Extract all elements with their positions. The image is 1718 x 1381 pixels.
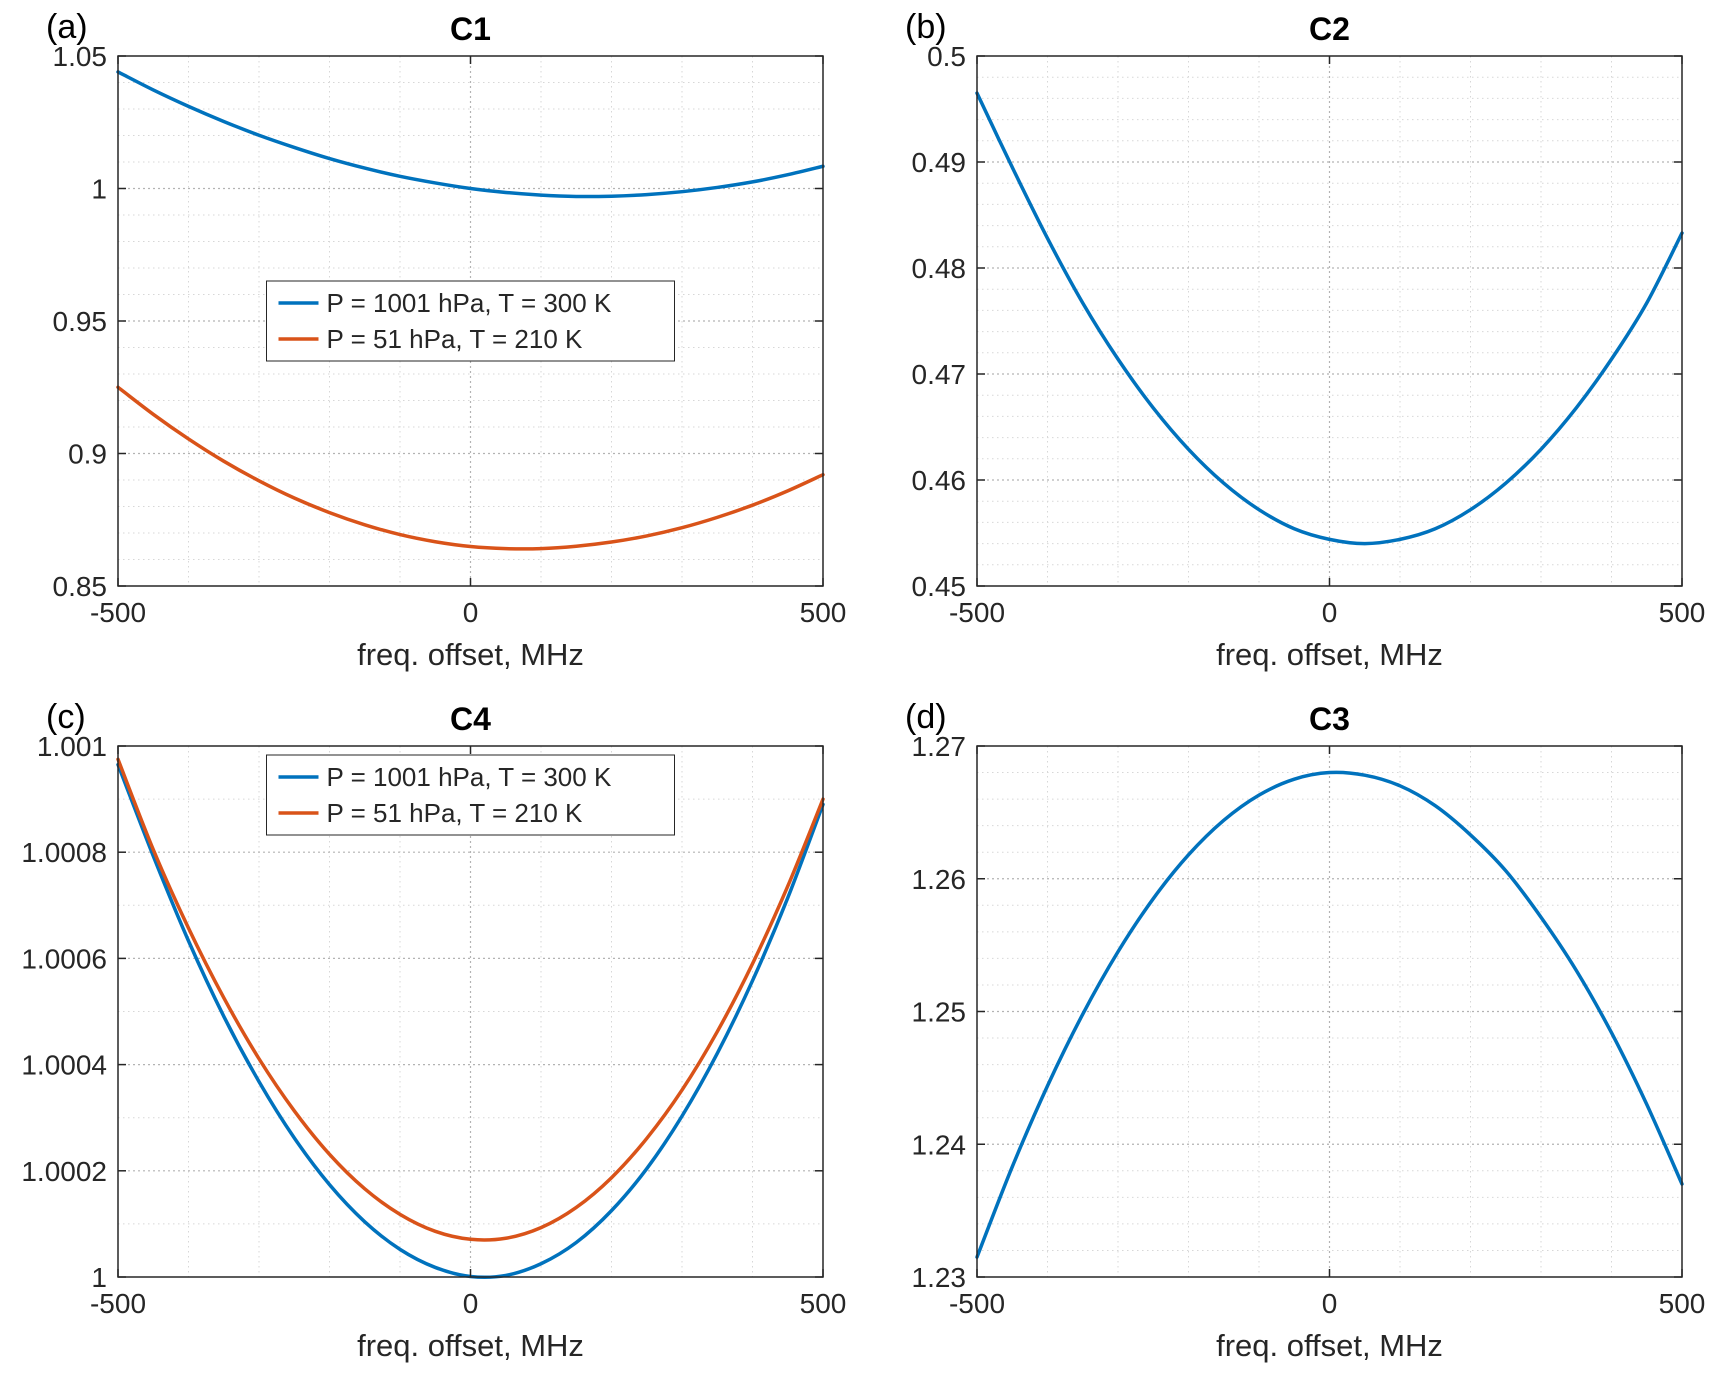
y-tick-label: 1.0004 bbox=[21, 1050, 107, 1081]
series-line bbox=[116, 757, 825, 1242]
chart-title: C4 bbox=[450, 701, 491, 737]
x-tick-label: 500 bbox=[800, 597, 847, 628]
y-tick-label: 1.24 bbox=[912, 1129, 967, 1160]
x-tick-label: 500 bbox=[1659, 1288, 1706, 1319]
series-line bbox=[116, 385, 825, 551]
legend-entry-label: P = 1001 hPa, T = 300 K bbox=[327, 762, 612, 792]
x-tick-label: -500 bbox=[90, 1288, 146, 1319]
chart-svg-a: -500 0 500 0.85 0.9 0.95 1 1.05 freq. offset, MH… bbox=[0, 0, 859, 690]
y-tick-label: 1.001 bbox=[37, 731, 107, 762]
y-tick-label: 0.95 bbox=[53, 306, 108, 337]
chart-panel-a: -500 0 500 0.85 0.9 0.95 1 1.05 freq. offset, MH… bbox=[0, 0, 859, 690]
panel-letter: (c) bbox=[46, 698, 86, 736]
y-tick-label: 1.27 bbox=[912, 731, 967, 762]
x-axis-label: freq. offset, MHz bbox=[1216, 637, 1443, 672]
series-line bbox=[975, 91, 1684, 546]
legend-box bbox=[266, 754, 675, 836]
y-tick-label: 1.05 bbox=[53, 41, 108, 72]
legend: P = 1001 hPa, T = 300 K P = 51 hPa, T = 2… bbox=[266, 280, 675, 362]
x-tick-label: 0 bbox=[1322, 1288, 1338, 1319]
legend-entry-label: P = 1001 hPa, T = 300 K bbox=[327, 288, 612, 318]
y-tick-label: 0.45 bbox=[912, 571, 967, 602]
x-tick-label: 500 bbox=[1659, 597, 1706, 628]
panel-letter: (d) bbox=[905, 698, 947, 736]
y-tick-label: 1.0008 bbox=[21, 837, 107, 868]
x-axis-label: freq. offset, MHz bbox=[357, 1328, 584, 1363]
y-tick-label: 1 bbox=[91, 174, 107, 205]
chart-title: C1 bbox=[450, 11, 491, 47]
chart-panel-d: -500 0 500 1.23 1.24 1.25 1.26 1.27 freq. offset… bbox=[859, 690, 1718, 1381]
y-tick-label: 0.47 bbox=[912, 359, 967, 390]
x-tick-label: 500 bbox=[800, 1288, 847, 1319]
chart-panel-b: -500 0 500 0.45 0.46 0.47 0.48 0.49 0.5 freq. off… bbox=[859, 0, 1718, 690]
y-tick-label: 1.0006 bbox=[21, 943, 107, 974]
chart-svg-b: -500 0 500 0.45 0.46 0.47 0.48 0.49 0.5 freq. off… bbox=[859, 0, 1718, 690]
chart-title: C2 bbox=[1309, 11, 1350, 47]
x-tick-label: -500 bbox=[949, 1288, 1005, 1319]
y-tick-label: 1 bbox=[91, 1262, 107, 1293]
y-tick-label: 0.46 bbox=[912, 465, 967, 496]
legend-entry-label: P = 51 hPa, T = 210 K bbox=[327, 798, 584, 828]
y-tick-label: 0.49 bbox=[912, 147, 967, 178]
x-tick-label: 0 bbox=[463, 1288, 479, 1319]
y-tick-label: 1.26 bbox=[912, 864, 967, 895]
x-tick-label: -500 bbox=[90, 597, 146, 628]
y-tick-label: 0.85 bbox=[53, 571, 108, 602]
y-tick-label: 1.23 bbox=[912, 1262, 967, 1293]
legend-entry-label: P = 51 hPa, T = 210 K bbox=[327, 324, 584, 354]
panel-letter: (b) bbox=[905, 8, 947, 46]
y-tick-label: 0.48 bbox=[912, 253, 967, 284]
x-axis-label: freq. offset, MHz bbox=[357, 637, 584, 672]
series-line bbox=[975, 770, 1684, 1259]
chart-panel-c: -500 0 500 1 1.0002 1.0004 1.0006 1.0008 1.001 fr… bbox=[0, 690, 859, 1381]
panel-letter: (a) bbox=[46, 8, 88, 46]
x-tick-label: 0 bbox=[1322, 597, 1338, 628]
x-axis-label: freq. offset, MHz bbox=[1216, 1328, 1443, 1363]
chart-svg-c: -500 0 500 1 1.0002 1.0004 1.0006 1.0008 1.001 fr… bbox=[0, 690, 859, 1381]
legend-box bbox=[266, 280, 675, 362]
y-tick-label: 1.0002 bbox=[21, 1156, 107, 1187]
x-tick-label: -500 bbox=[949, 597, 1005, 628]
legend: P = 1001 hPa, T = 300 K P = 51 hPa, T = 2… bbox=[266, 754, 675, 836]
chart-svg-d: -500 0 500 1.23 1.24 1.25 1.26 1.27 freq. offset… bbox=[859, 690, 1718, 1381]
series-line bbox=[116, 70, 825, 199]
x-tick-label: 0 bbox=[463, 597, 479, 628]
y-tick-label: 0.9 bbox=[68, 439, 107, 470]
chart-title: C3 bbox=[1309, 701, 1350, 737]
y-tick-label: 0.5 bbox=[927, 41, 966, 72]
y-tick-label: 1.25 bbox=[912, 997, 967, 1028]
